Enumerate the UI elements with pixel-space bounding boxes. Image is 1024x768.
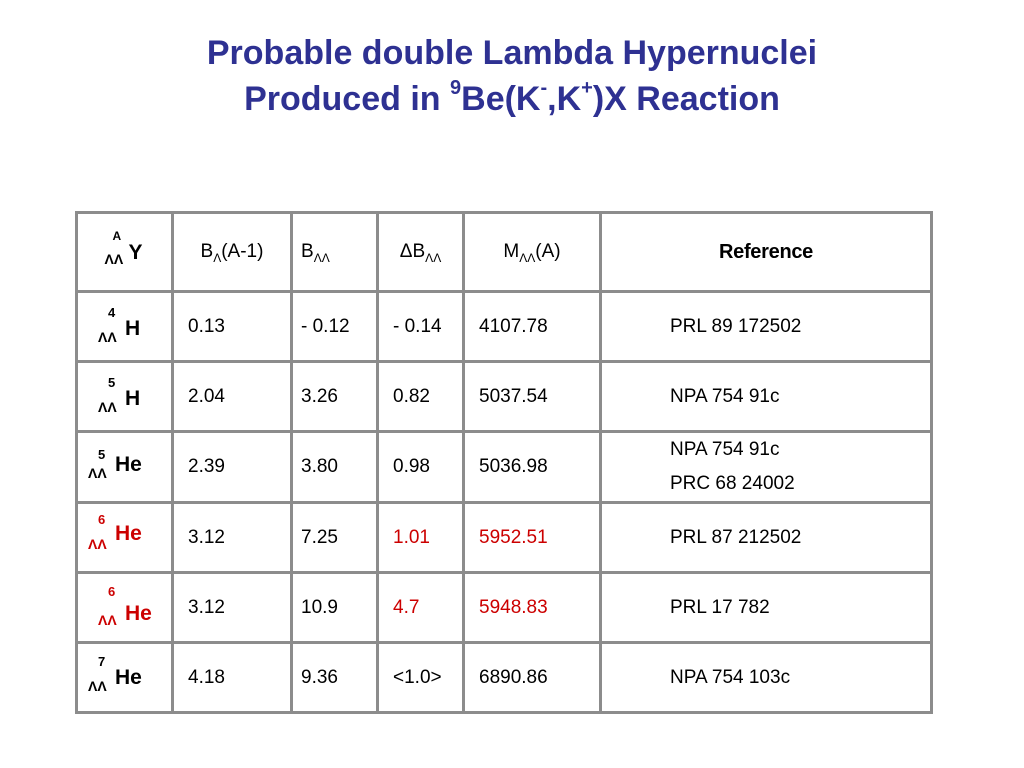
title-mid: ,K xyxy=(547,80,582,118)
table-header-row: A ΛΛ Y BΛ(A-1) BΛΛ ΔBΛΛ MΛΛ(A) Reference xyxy=(75,211,933,293)
nuclide-symbol: He xyxy=(115,665,142,689)
cell-delta-b: 4.7 xyxy=(376,571,465,644)
cell-nuclide: 4 ΛΛ H xyxy=(75,290,174,363)
nuclide-ll: ΛΛ xyxy=(88,465,107,481)
cell-reference: PRL 87 212502 xyxy=(599,501,933,574)
cell-b-ll: 7.25 xyxy=(290,501,379,574)
reference-line: NPA 754 91c xyxy=(670,439,780,460)
header-b-ll-sub: ΛΛ xyxy=(313,251,330,265)
cell-b-lambda: 0.13 xyxy=(171,290,293,363)
nuclide-mass: 6 xyxy=(98,511,106,527)
cell-nuclide: 5 ΛΛ He xyxy=(75,430,174,504)
header-m-ll: MΛΛ(A) xyxy=(462,211,602,293)
header-delta-b-sub: ΛΛ xyxy=(425,251,442,265)
title-mass-number: 9 xyxy=(450,77,462,99)
cell-m-ll: 4107.78 xyxy=(462,290,602,363)
header-reference: Reference xyxy=(599,211,933,293)
header-b-lambda-base: B xyxy=(200,241,214,262)
header-m-ll-rest: (A) xyxy=(535,241,561,262)
nuclide-mass: 4 xyxy=(108,304,116,320)
cell-b-lambda: 3.12 xyxy=(171,501,293,574)
nuclide-mass: 7 xyxy=(98,653,106,669)
cell-m-ll: 5952.51 xyxy=(462,501,602,574)
cell-reference: PRL 89 172502 xyxy=(599,290,933,363)
reference-line: NPA 754 91c xyxy=(670,385,780,407)
nuclide-ll: ΛΛ xyxy=(98,398,117,415)
cell-reference: NPA 754 91c PRC 68 24002 xyxy=(599,430,933,504)
cell-nuclide: 6 ΛΛ He xyxy=(75,501,174,574)
header-b-ll-base: B xyxy=(301,241,314,262)
cell-b-ll: 3.80 xyxy=(290,430,379,504)
cell-m-ll: 6890.86 xyxy=(462,641,602,714)
title-line-2: Produced in 9Be(K-,K+)X Reaction xyxy=(0,76,1024,122)
reference-line: NPA 754 103c xyxy=(670,666,791,688)
title-charge-minus: - xyxy=(540,77,548,99)
header-b-lambda-rest: (A-1) xyxy=(221,241,264,262)
hypernuclei-table: A ΛΛ Y BΛ(A-1) BΛΛ ΔBΛΛ MΛΛ(A) Reference… xyxy=(75,211,933,714)
nuclide-symbol: He xyxy=(115,521,142,545)
header-nuclide-symbol: Y xyxy=(128,241,143,264)
nuclide-symbol: He xyxy=(125,601,152,625)
cell-b-lambda: 2.39 xyxy=(171,430,293,504)
header-b-lambda-sub: Λ xyxy=(213,251,222,265)
header-nuclide-mass: A xyxy=(112,229,122,243)
header-nuclide-ll: ΛΛ xyxy=(104,251,124,267)
title-target: Be(K xyxy=(461,80,541,118)
cell-delta-b: 1.01 xyxy=(376,501,465,574)
title-prefix: Produced in xyxy=(244,80,451,118)
reference-line: PRL 17 782 xyxy=(670,596,770,618)
nuclide-ll: ΛΛ xyxy=(88,535,107,552)
cell-delta-b: 0.98 xyxy=(376,430,465,504)
cell-delta-b: - 0.14 xyxy=(376,290,465,363)
cell-nuclide: 7 ΛΛ He xyxy=(75,641,174,714)
title-suffix: )X Reaction xyxy=(592,80,780,118)
nuclide-ll: ΛΛ xyxy=(98,328,117,345)
cell-reference: NPA 754 91c xyxy=(599,360,933,433)
header-m-ll-sub: ΛΛ xyxy=(519,251,536,265)
nuclide-ll: ΛΛ xyxy=(88,677,107,694)
cell-delta-b: <1.0> xyxy=(376,641,465,714)
header-m-ll-base: M xyxy=(503,241,520,262)
nuclide-symbol: He xyxy=(115,453,142,476)
table-row: 5 ΛΛ He 2.39 3.80 0.98 5036.98 NPA 754 9… xyxy=(75,430,933,504)
table-row: 6 ΛΛ He 3.12 7.25 1.01 5952.51 PRL 87 21… xyxy=(75,501,933,574)
cell-nuclide: 6 ΛΛ He xyxy=(75,571,174,644)
header-delta-b: ΔBΛΛ xyxy=(376,211,465,293)
nuclide-mass: 5 xyxy=(108,374,116,390)
header-b-lambda: BΛ(A-1) xyxy=(171,211,293,293)
table-row: 6 ΛΛ He 3.12 10.9 4.7 5948.83 PRL 17 782 xyxy=(75,571,933,644)
cell-b-lambda: 4.18 xyxy=(171,641,293,714)
cell-m-ll: 5948.83 xyxy=(462,571,602,644)
cell-b-ll: 3.26 xyxy=(290,360,379,433)
nuclide-mass: 5 xyxy=(98,447,106,462)
cell-delta-b: 0.82 xyxy=(376,360,465,433)
table-row: 5 ΛΛ H 2.04 3.26 0.82 5037.54 NPA 754 91… xyxy=(75,360,933,433)
slide-title: Probable double Lambda Hypernuclei Produ… xyxy=(0,30,1024,122)
table-row: 7 ΛΛ He 4.18 9.36 <1.0> 6890.86 NPA 754 … xyxy=(75,641,933,714)
nuclide-symbol: H xyxy=(125,386,141,410)
header-b-ll: BΛΛ xyxy=(290,211,379,293)
cell-b-ll: 9.36 xyxy=(290,641,379,714)
cell-m-ll: 5036.98 xyxy=(462,430,602,504)
header-delta-b-base: ΔB xyxy=(399,241,426,262)
cell-m-ll: 5037.54 xyxy=(462,360,602,433)
reference-line: PRC 68 24002 xyxy=(670,473,795,494)
reference-line: PRL 89 172502 xyxy=(670,315,802,337)
cell-b-ll: 10.9 xyxy=(290,571,379,644)
nuclide-symbol: H xyxy=(125,316,141,340)
cell-b-lambda: 3.12 xyxy=(171,571,293,644)
cell-b-ll: - 0.12 xyxy=(290,290,379,363)
cell-reference: NPA 754 103c xyxy=(599,641,933,714)
table-row: 4 ΛΛ H 0.13 - 0.12 - 0.14 4107.78 PRL 89… xyxy=(75,290,933,363)
cell-nuclide: 5 ΛΛ H xyxy=(75,360,174,433)
header-nuclide: A ΛΛ Y xyxy=(75,211,174,293)
cell-reference: PRL 17 782 xyxy=(599,571,933,644)
nuclide-mass: 6 xyxy=(108,583,116,599)
cell-b-lambda: 2.04 xyxy=(171,360,293,433)
title-line-1: Probable double Lambda Hypernuclei xyxy=(206,34,818,72)
title-charge-plus: + xyxy=(581,77,593,99)
nuclide-ll: ΛΛ xyxy=(98,611,117,628)
reference-line: PRL 87 212502 xyxy=(670,526,802,548)
